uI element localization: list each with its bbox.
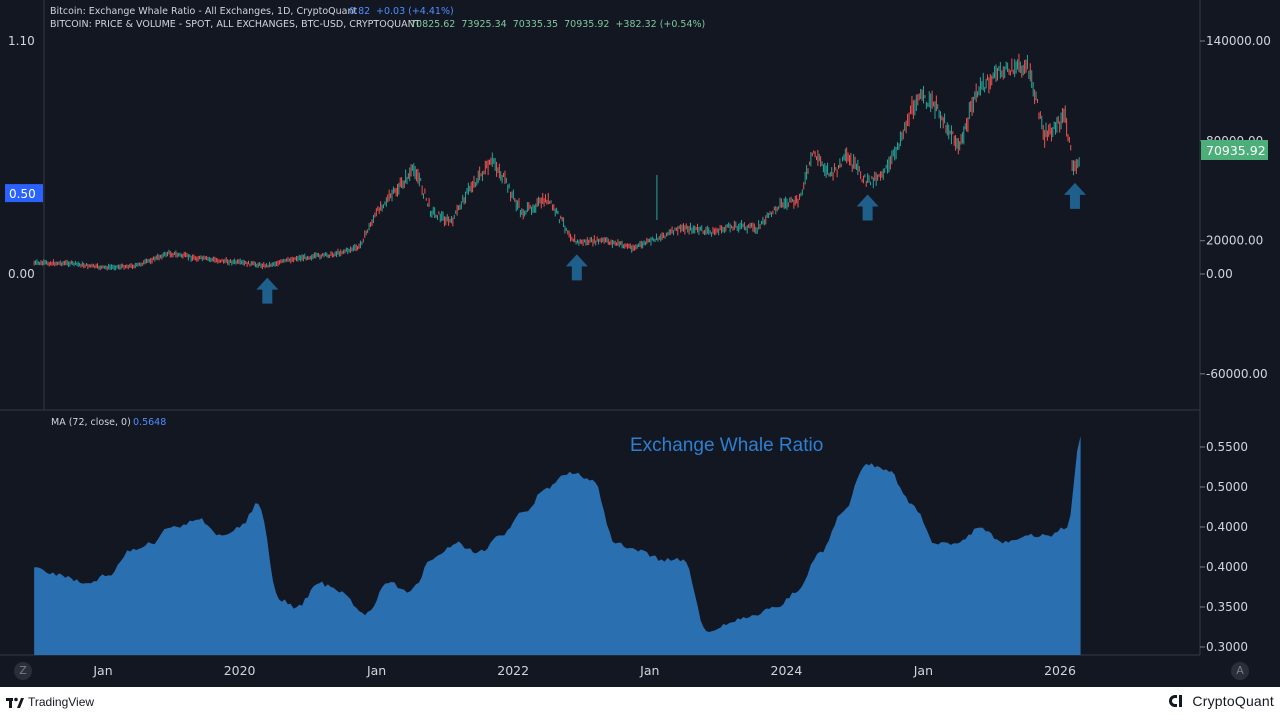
price-pane: [33, 53, 1086, 304]
legend-line2-values: 70825.62 73925.34 70335.35 70935.92 +382…: [410, 19, 705, 30]
ma-axis-tick-label: 0.5000: [1206, 480, 1248, 494]
legend-line2-name: BITCOIN: PRICE & VOLUME - SPOT, ALL EXCH…: [50, 19, 421, 30]
tradingview-brand: TradingView: [28, 695, 95, 709]
time-axis-label: 2024: [771, 663, 803, 678]
chart-annotation: Exchange Whale Ratio: [630, 435, 823, 456]
time-axis-label: Jan: [639, 663, 659, 678]
tradingview-logo[interactable]: TradingView: [6, 693, 94, 711]
up-arrow-marker: [565, 254, 588, 281]
ma-axis-tick-label: 0.5500: [1206, 440, 1248, 454]
ma-legend-value: 0.5648: [133, 417, 166, 428]
time-axis-label: Jan: [366, 663, 386, 678]
current-price-tag: [1201, 140, 1268, 160]
auto-scale-button[interactable]: A: [1231, 662, 1249, 680]
time-axis-label: Jan: [92, 663, 112, 678]
legend-line1-value: 0.82: [349, 6, 370, 17]
legend-line1-change: +0.03 (+4.41%): [376, 6, 454, 17]
footer-bar: TradingView CryptoQuant: [0, 687, 1280, 715]
cryptoquant-brand: CryptoQuant: [1192, 693, 1274, 709]
right-axis-tick-label: 0.00: [1206, 267, 1233, 281]
left-axis-tick-label: 1.10: [8, 34, 35, 48]
ma-axis-tick-label: 0.3500: [1206, 600, 1248, 614]
ma-legend-label: MA (72, close, 0): [51, 417, 131, 428]
ma-axis-tick-label: 0.3000: [1206, 640, 1248, 654]
legend-line1-name: Bitcoin: Exchange Whale Ratio - All Exch…: [50, 6, 358, 17]
current-price-text: 70935.92: [1206, 143, 1266, 158]
ma-axis-tick-label: 0.4000: [1206, 520, 1248, 534]
ma-pane: [34, 436, 1081, 655]
right-axis-tick-label: 140000.00: [1206, 34, 1271, 48]
left-axis-tick-label: 0.00: [8, 267, 35, 281]
time-axis-label: 2020: [224, 663, 256, 678]
time-axis-label: 2026: [1044, 663, 1076, 678]
up-arrow-marker: [856, 194, 879, 221]
cryptoquant-icon: [1169, 695, 1183, 707]
up-arrow-marker: [256, 277, 279, 304]
whale-ratio-area: [34, 436, 1081, 655]
ma-axis-tick-label: 0.4000: [1206, 560, 1248, 574]
tradingview-icon: [6, 697, 24, 708]
cryptoquant-logo[interactable]: CryptoQuant: [1168, 691, 1274, 711]
up-arrow-marker: [1063, 182, 1086, 209]
left-current-value-tag: [5, 184, 43, 203]
axes: 140000.0080000.0020000.000.00-60000.001.…: [5, 34, 1271, 678]
left-current-value-text: 0.50: [9, 187, 36, 201]
time-axis-label: 2022: [497, 663, 529, 678]
time-axis-label: Jan: [913, 663, 933, 678]
right-axis-tick-label: -60000.00: [1206, 367, 1268, 381]
right-axis-tick-label: 20000.00: [1206, 234, 1263, 248]
zoom-reset-button[interactable]: Z: [14, 662, 32, 680]
